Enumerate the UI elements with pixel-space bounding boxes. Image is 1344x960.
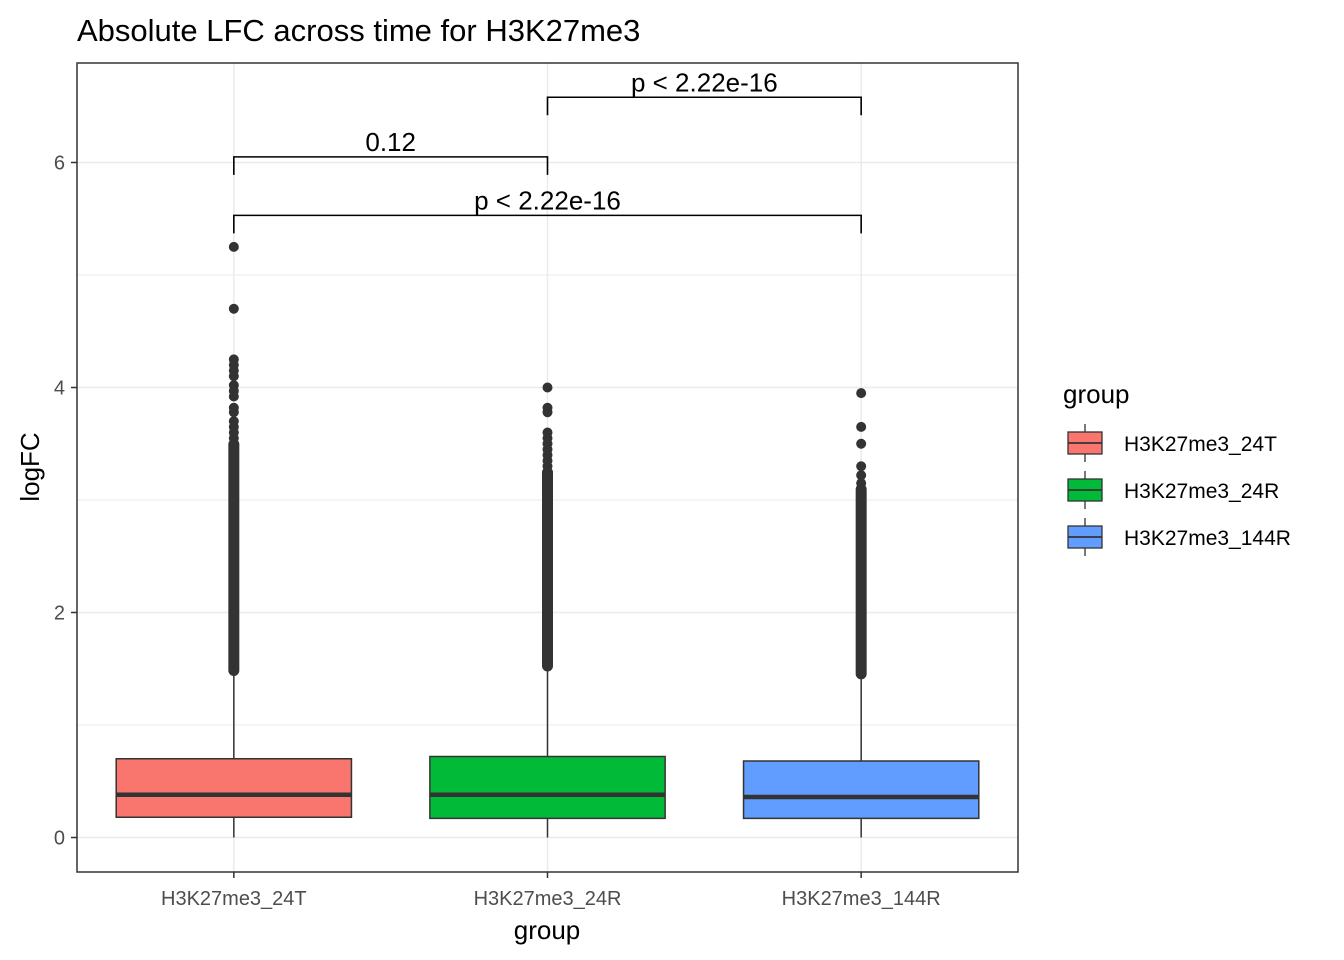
box-rect bbox=[742, 760, 980, 820]
outlier-band bbox=[542, 466, 553, 672]
legend-label: H3K27me3_24R bbox=[1124, 480, 1279, 503]
outlier-point bbox=[856, 478, 867, 489]
comparison-bracket: 0.12 bbox=[233, 127, 549, 175]
x-tick-label: H3K27me3_24R bbox=[474, 888, 622, 910]
comparison-bracket: p < 2.22e-16 bbox=[233, 185, 862, 234]
box-layer bbox=[115, 241, 980, 838]
y-axis-title: logFC bbox=[15, 432, 45, 501]
x-tick-label: H3K27me3_144R bbox=[782, 888, 941, 910]
x-axis: H3K27me3_24T H3K27me3_24R H3K27me3_144R bbox=[161, 872, 941, 910]
plot-area: 0.12 p < 2.22e-16 p < 2.22e-16 bbox=[76, 62, 1019, 873]
legend-item: H3K27me3_24T bbox=[1067, 424, 1277, 462]
legend: group H3K27me3_24T H3K27me3_24R H3K27me3_1… bbox=[1063, 379, 1291, 556]
outlier-point bbox=[228, 303, 239, 314]
bracket-line bbox=[233, 156, 549, 175]
outlier-point bbox=[228, 380, 239, 391]
outlier-point bbox=[542, 382, 553, 393]
y-tick-label: 2 bbox=[54, 603, 65, 625]
outlier-band bbox=[855, 483, 867, 680]
outlier-point bbox=[228, 354, 239, 365]
y-tick-label: 4 bbox=[54, 378, 65, 400]
significance-brackets: 0.12 p < 2.22e-16 p < 2.22e-16 bbox=[233, 67, 862, 234]
p-value-label: p < 2.22e-16 bbox=[631, 67, 778, 97]
outlier-point bbox=[542, 427, 553, 438]
legend-title: group bbox=[1063, 379, 1130, 409]
chart-title: Absolute LFC across time for H3K27me3 bbox=[77, 13, 640, 48]
bracket-line bbox=[546, 96, 862, 116]
bracket-line bbox=[233, 214, 862, 234]
comparison-bracket: p < 2.22e-16 bbox=[546, 67, 862, 116]
outlier-point bbox=[542, 402, 553, 413]
outlier-point bbox=[856, 421, 867, 432]
box-H3K27me3_24R bbox=[429, 382, 666, 838]
x-tick-label: H3K27me3_24T bbox=[161, 888, 307, 910]
outlier-band bbox=[228, 438, 240, 676]
outlier-point bbox=[228, 241, 239, 252]
y-tick-label: 6 bbox=[54, 153, 65, 175]
outlier-point bbox=[856, 388, 867, 399]
p-value-label: p < 2.22e-16 bbox=[474, 185, 621, 215]
x-axis-title: group bbox=[514, 915, 581, 945]
y-axis: 0 2 4 6 bbox=[54, 153, 77, 850]
legend-item: H3K27me3_144R bbox=[1067, 518, 1291, 556]
p-value-label: 0.12 bbox=[365, 127, 416, 157]
legend-item: H3K27me3_24R bbox=[1067, 471, 1279, 509]
box-H3K27me3_144R bbox=[742, 388, 980, 838]
box-rect bbox=[115, 758, 353, 818]
box-rect bbox=[429, 755, 666, 820]
y-tick-label: 0 bbox=[54, 828, 65, 850]
outlier-point bbox=[856, 461, 867, 472]
legend-label: H3K27me3_144R bbox=[1124, 527, 1291, 550]
legend-label: H3K27me3_24T bbox=[1124, 433, 1277, 456]
outlier-point bbox=[228, 416, 239, 427]
outlier-point bbox=[856, 470, 867, 481]
outlier-point bbox=[228, 402, 239, 413]
box-H3K27me3_24T bbox=[115, 241, 353, 838]
outlier-point bbox=[856, 438, 867, 449]
